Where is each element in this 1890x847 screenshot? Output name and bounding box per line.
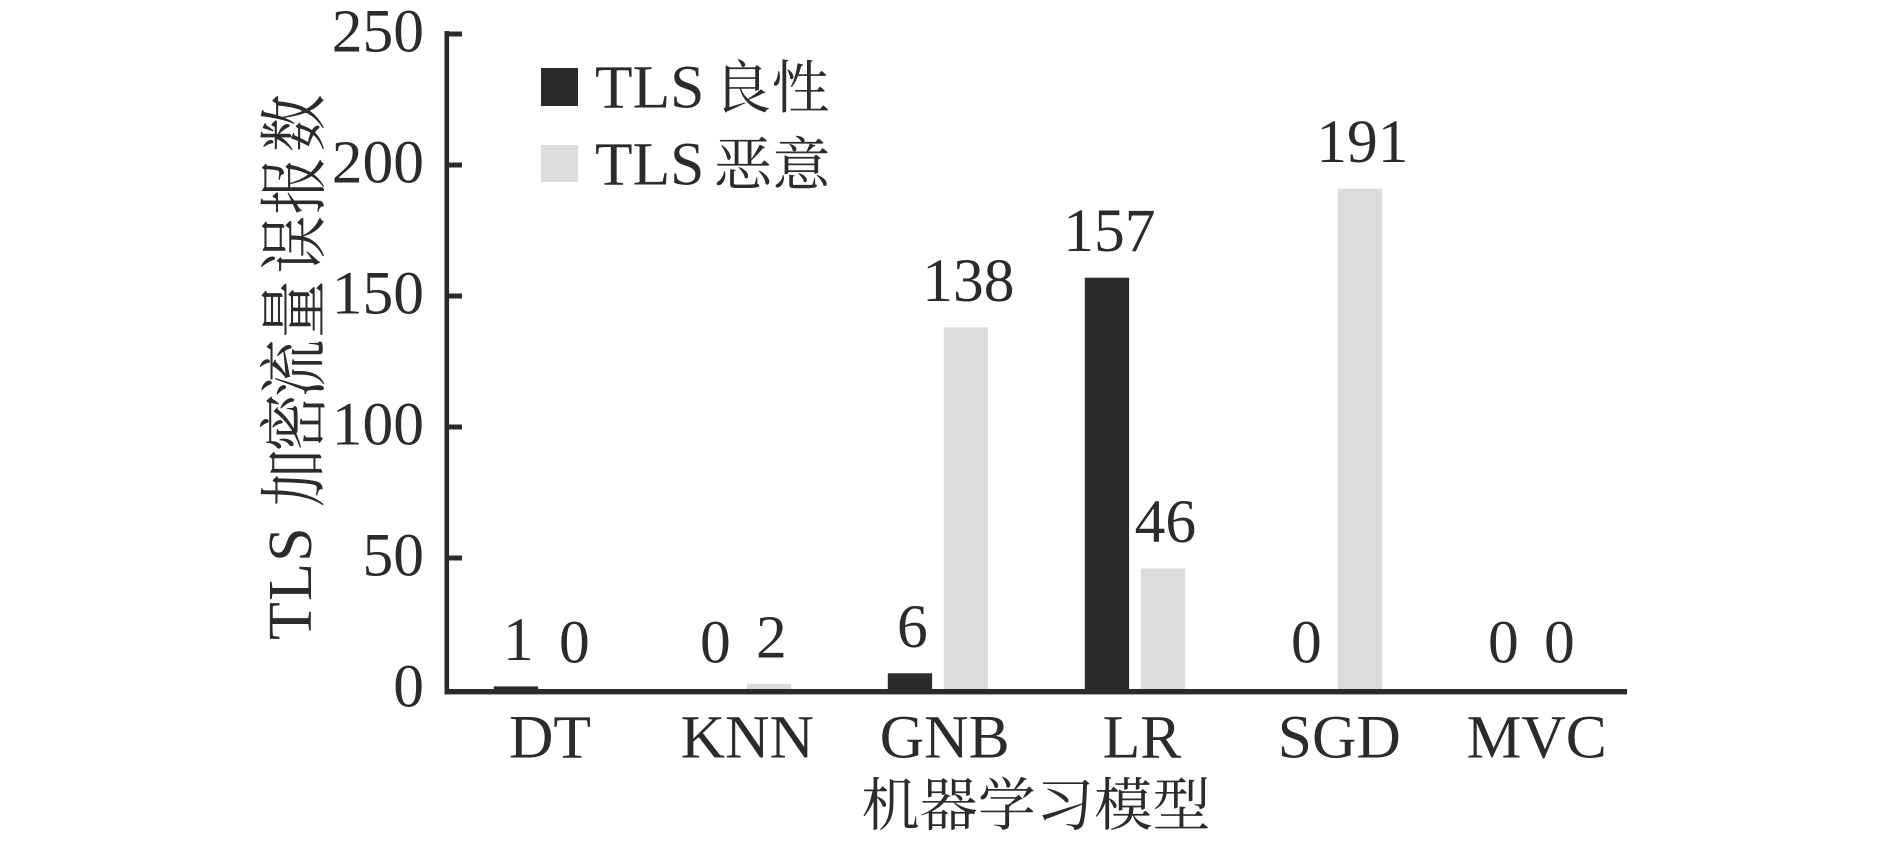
svg-text:SGD: SGD — [1278, 704, 1401, 772]
svg-text:1: 1 — [503, 606, 534, 674]
svg-text:0: 0 — [1291, 609, 1322, 677]
svg-text:157: 157 — [1063, 197, 1155, 265]
svg-text:0: 0 — [393, 652, 424, 720]
svg-text:0: 0 — [559, 609, 590, 677]
svg-text:0: 0 — [1544, 609, 1575, 677]
svg-text:KNN: KNN — [681, 704, 814, 772]
svg-text:TLS: TLS — [595, 54, 704, 122]
svg-text:200: 200 — [332, 128, 424, 196]
svg-text:191: 191 — [1316, 108, 1408, 176]
svg-text:100: 100 — [332, 390, 424, 458]
svg-text:0: 0 — [1488, 609, 1519, 677]
svg-text:2: 2 — [756, 603, 787, 671]
svg-text:250: 250 — [332, 0, 424, 65]
svg-text:6: 6 — [897, 593, 928, 661]
svg-text:TLS: TLS — [257, 526, 325, 640]
svg-text:LR: LR — [1103, 704, 1182, 772]
svg-text:MVC: MVC — [1467, 704, 1607, 772]
svg-text:0: 0 — [700, 609, 731, 677]
svg-text:50: 50 — [363, 521, 425, 589]
svg-text:DT: DT — [509, 704, 591, 772]
svg-text:GNB: GNB — [880, 704, 1010, 772]
svg-text:TLS: TLS — [595, 131, 704, 199]
svg-text:138: 138 — [922, 247, 1014, 315]
svg-text:46: 46 — [1135, 488, 1197, 556]
svg-text:150: 150 — [332, 259, 424, 327]
